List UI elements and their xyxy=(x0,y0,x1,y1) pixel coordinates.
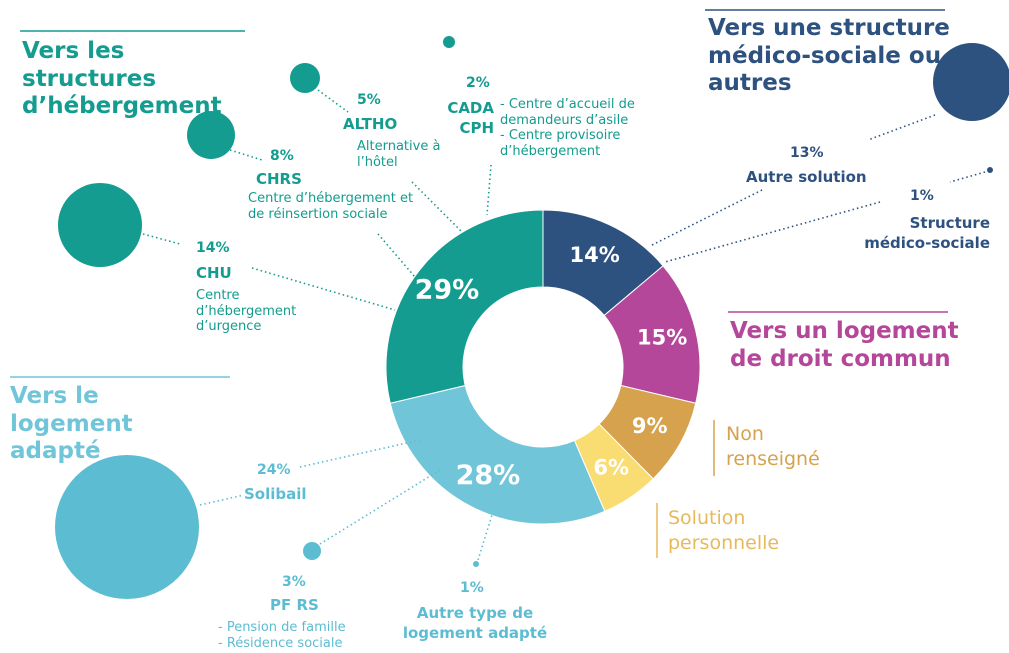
bubble xyxy=(473,561,479,567)
group-heading: Vers une structure médico-sociale ou aut… xyxy=(708,15,950,97)
detail-description: - Pension de famille xyxy=(218,620,346,635)
detail-name: Autre type de logement adapté xyxy=(402,604,548,643)
connector xyxy=(319,469,441,545)
detail-percent: 3% xyxy=(282,574,306,590)
connector xyxy=(199,494,245,506)
connector xyxy=(299,439,421,468)
segment-label: 29% xyxy=(415,275,480,306)
connector xyxy=(486,164,492,216)
segment-label: 14% xyxy=(570,243,620,267)
group-heading: Vers un logement de droit commun xyxy=(730,318,959,372)
detail-name: Solibail xyxy=(244,485,307,503)
connector xyxy=(142,233,181,245)
detail-name: CADA CPH xyxy=(447,99,494,138)
detail-name: Structure médico-sociale xyxy=(864,214,990,253)
detail-name: CHU xyxy=(196,264,232,282)
connector xyxy=(664,201,881,263)
connector xyxy=(867,114,936,141)
bubble xyxy=(443,36,455,48)
connector xyxy=(317,89,349,113)
bubble xyxy=(933,43,1009,121)
donut-segment xyxy=(389,384,606,525)
detail-percent: 14% xyxy=(196,240,230,256)
bubble xyxy=(55,455,199,599)
connector xyxy=(377,233,416,278)
connector xyxy=(229,149,263,161)
segment-label: 9% xyxy=(632,414,668,438)
detail-percent: 8% xyxy=(270,148,294,164)
detail-percent: 2% xyxy=(466,75,490,91)
bubble xyxy=(987,167,993,173)
segment-label: 15% xyxy=(637,326,687,350)
connector xyxy=(949,171,986,183)
bubble xyxy=(290,63,320,93)
detail-name: CHRS xyxy=(256,170,302,188)
detail-description: Alternative à l’hôtel xyxy=(357,139,441,170)
detail-name: Autre solution xyxy=(746,168,867,186)
bubble xyxy=(58,183,142,267)
bubble xyxy=(303,542,321,560)
detail-percent: 1% xyxy=(460,580,484,596)
detail-description: Centre d’hébergement d’urgence xyxy=(196,288,297,335)
detail-percent: 24% xyxy=(257,462,291,478)
detail-description: Centre d’hébergement et de réinsertion s… xyxy=(248,191,414,222)
detail-description: - Centre provisoire d’hébergement xyxy=(500,128,621,159)
segment-label: 28% xyxy=(456,460,521,491)
donut-segment xyxy=(385,209,544,404)
detail-description: - Centre d’accueil de demandeurs d’asile xyxy=(500,97,635,128)
detail-percent: 13% xyxy=(790,145,824,161)
detail-percent: 1% xyxy=(910,188,934,204)
group-heading: Solution personnelle xyxy=(668,507,780,554)
detail-description: - Résidence sociale xyxy=(218,636,343,651)
group-heading: Non renseigné xyxy=(726,423,820,470)
connector xyxy=(411,181,463,233)
detail-percent: 5% xyxy=(357,92,381,108)
detail-name: PF RS xyxy=(270,596,319,614)
group-heading: Vers les structures d’hébergement xyxy=(22,38,222,120)
connector xyxy=(649,189,763,247)
connector xyxy=(477,514,493,561)
detail-name: ALTHO xyxy=(343,115,398,133)
segment-label: 6% xyxy=(593,456,629,480)
group-heading: Vers le logement adapté xyxy=(10,383,133,465)
bubble xyxy=(187,111,235,159)
